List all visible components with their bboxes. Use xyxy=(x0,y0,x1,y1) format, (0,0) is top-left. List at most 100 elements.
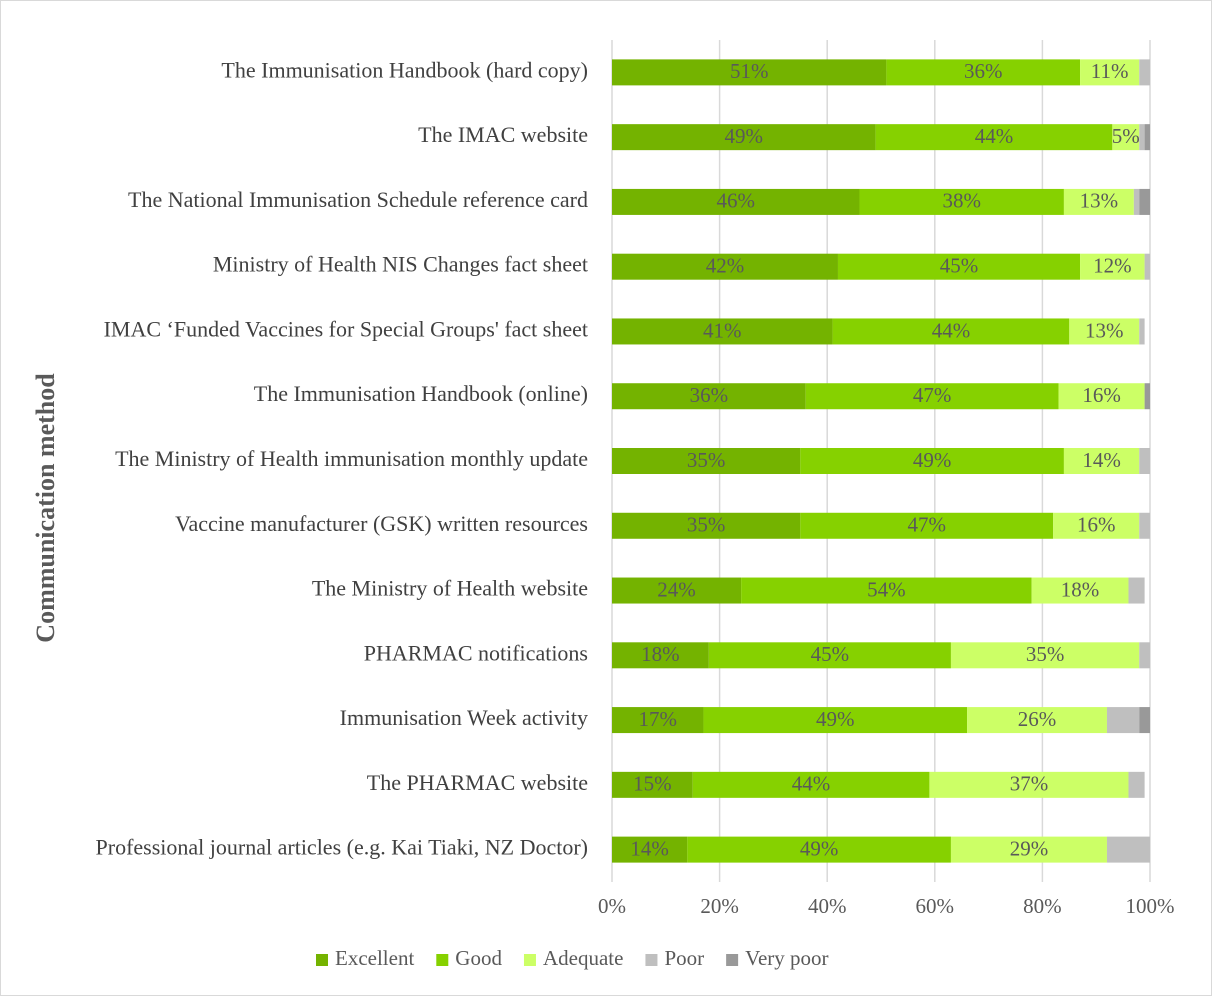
bar-segment xyxy=(1106,707,1140,734)
bar-segment xyxy=(612,124,876,151)
bar-segment xyxy=(800,448,1064,474)
bar-segment xyxy=(1106,836,1150,863)
bar-segment xyxy=(1031,577,1129,604)
value-label: 11% xyxy=(1091,59,1129,83)
y-axis-title: Communication method xyxy=(31,373,60,643)
value-label: 45% xyxy=(811,642,850,666)
value-label: 26% xyxy=(1018,707,1057,731)
bar-segment xyxy=(612,577,742,604)
bar-segment xyxy=(886,59,1081,86)
bar-segment xyxy=(950,642,1140,669)
bar-segment xyxy=(800,512,1054,539)
bar-segment xyxy=(1080,59,1140,86)
bar-segment xyxy=(612,512,801,539)
value-label: 14% xyxy=(1082,448,1121,472)
value-label: 44% xyxy=(792,772,831,796)
value-label: 44% xyxy=(975,124,1014,148)
bar-segment xyxy=(805,383,1059,410)
value-label: 24% xyxy=(657,577,696,601)
bar-segment xyxy=(1112,124,1140,151)
legend-label: Good xyxy=(455,946,502,970)
legend-swatch xyxy=(523,954,536,966)
bar-segment xyxy=(859,188,1064,215)
y-tick-label: The IMAC website xyxy=(418,122,588,147)
value-label: 12% xyxy=(1093,254,1132,278)
bar-segment xyxy=(967,707,1107,734)
y-tick-label: The Ministry of Health website xyxy=(312,576,588,601)
value-label: 41% xyxy=(703,318,742,342)
value-label: 49% xyxy=(913,448,952,472)
y-tick-label: The Ministry of Health immunisation mont… xyxy=(115,446,588,471)
bar-segment xyxy=(612,707,704,734)
value-label: 15% xyxy=(633,772,672,796)
x-tick-label: 0% xyxy=(598,894,626,918)
value-label: 51% xyxy=(730,59,769,83)
y-tick-label: IMAC ‘Funded Vaccines for Special Groups… xyxy=(104,317,588,342)
bar-segment xyxy=(1128,577,1145,604)
value-label: 49% xyxy=(816,707,855,731)
value-label: 36% xyxy=(690,383,729,407)
value-label: 37% xyxy=(1010,772,1049,796)
bar-segment xyxy=(1139,59,1150,86)
x-tick-label: 40% xyxy=(808,894,847,918)
value-label: 38% xyxy=(942,189,981,213)
value-label: 16% xyxy=(1082,383,1121,407)
bar-segment xyxy=(875,124,1113,151)
value-label: 35% xyxy=(1026,642,1065,666)
legend-label: Very poor xyxy=(745,946,828,970)
value-label: 35% xyxy=(687,513,726,537)
value-label: 5% xyxy=(1112,124,1140,148)
value-label: 36% xyxy=(964,59,1003,83)
bar-segment xyxy=(1144,383,1150,410)
bar-segment xyxy=(832,318,1070,345)
value-label: 18% xyxy=(641,642,680,666)
bar-segment xyxy=(1133,188,1140,215)
legend-label: Poor xyxy=(664,946,704,970)
bar-segment xyxy=(1053,512,1140,539)
bar-segment xyxy=(687,836,951,863)
bar-segment xyxy=(1139,124,1145,151)
value-label: 47% xyxy=(907,513,946,537)
x-tick-label: 60% xyxy=(916,894,955,918)
value-label: 13% xyxy=(1085,318,1124,342)
y-tick-label: The Immunisation Handbook (online) xyxy=(254,381,588,406)
value-label: 35% xyxy=(687,448,726,472)
bar-segment xyxy=(612,448,801,474)
y-tick-label: The Immunisation Handbook (hard copy) xyxy=(221,57,588,82)
bar-segment xyxy=(1058,383,1145,410)
y-tick-label: Immunisation Week activity xyxy=(340,705,588,730)
legend-swatch xyxy=(645,954,658,966)
x-tick-label: 80% xyxy=(1023,894,1062,918)
bar-segment xyxy=(1139,642,1150,669)
bar-segment xyxy=(612,771,693,798)
bar-segment xyxy=(929,771,1129,798)
bar-segment xyxy=(1128,771,1145,798)
bar-segment xyxy=(692,771,930,798)
y-tick-label: Professional journal articles (e.g. Kai … xyxy=(96,835,588,860)
value-label: 17% xyxy=(638,707,677,731)
bar-segment xyxy=(741,577,1032,604)
x-tick-label: 20% xyxy=(700,894,739,918)
value-label: 18% xyxy=(1061,577,1100,601)
y-tick-label: PHARMAC notifications xyxy=(364,640,588,665)
legend-label: Adequate xyxy=(543,946,623,970)
bar-segment xyxy=(837,253,1081,280)
bar-segment xyxy=(950,836,1107,863)
bar-segment xyxy=(1063,448,1140,474)
value-label: 44% xyxy=(932,318,971,342)
legend-swatch xyxy=(726,954,739,966)
bar-segment xyxy=(612,253,838,280)
value-label: 46% xyxy=(716,189,755,213)
bar-segment xyxy=(612,383,806,410)
bar-segment xyxy=(1139,318,1145,345)
bar-segment xyxy=(1063,188,1134,215)
legend-label: Excellent xyxy=(335,946,414,970)
bar-segment xyxy=(1139,448,1150,474)
bar-segment xyxy=(1139,707,1150,734)
y-tick-label: Vaccine manufacturer (GSK) written resou… xyxy=(175,511,588,536)
value-label: 29% xyxy=(1010,836,1049,860)
value-label: 16% xyxy=(1077,513,1116,537)
value-label: 54% xyxy=(867,577,906,601)
